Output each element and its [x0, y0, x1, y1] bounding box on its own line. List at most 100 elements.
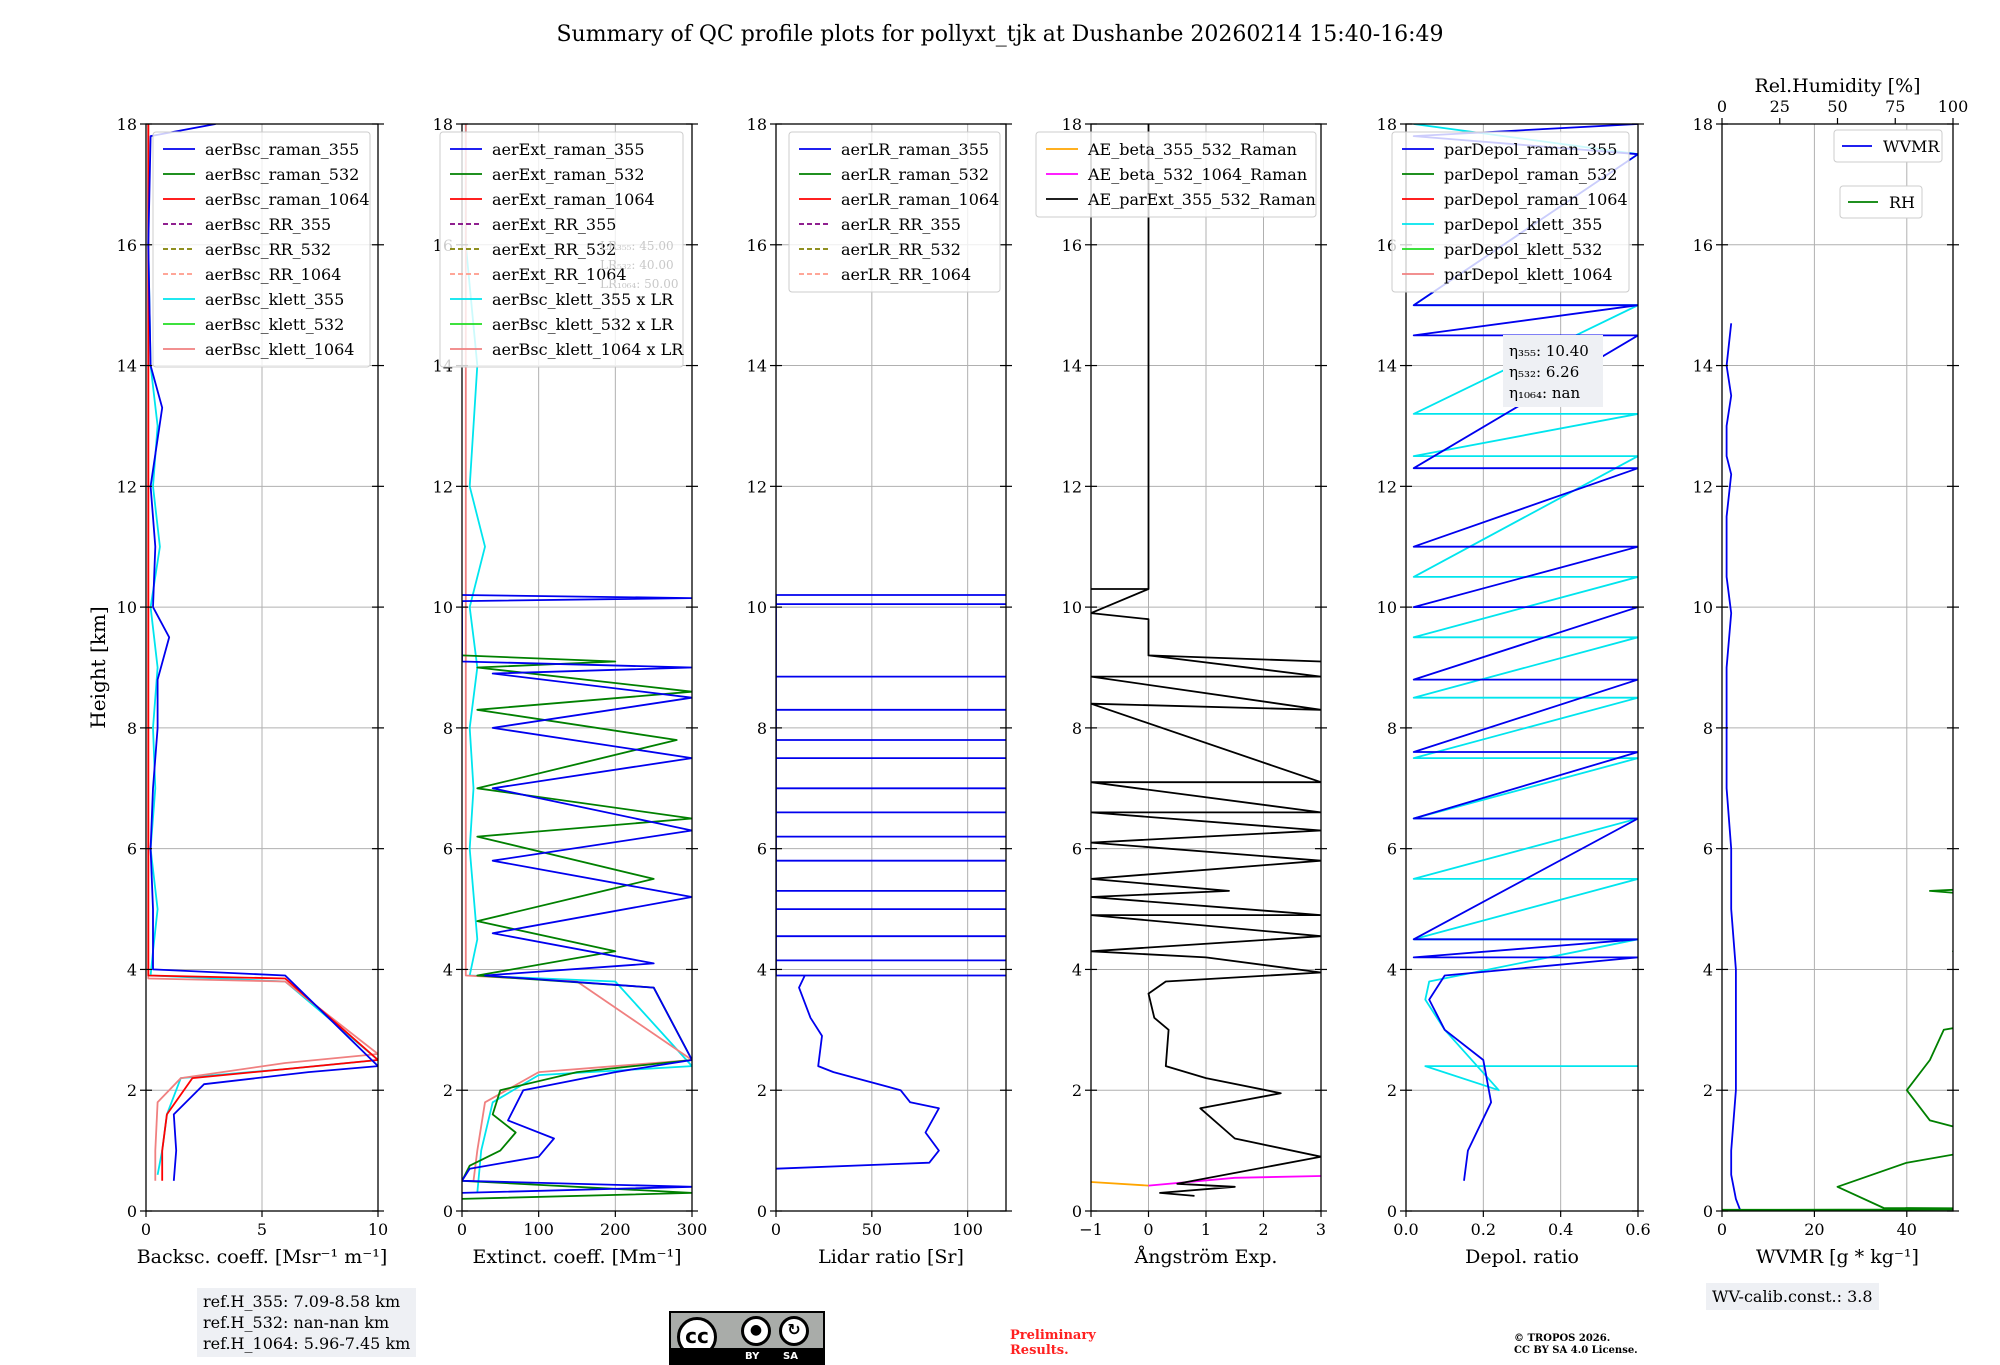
y-tick-label: 10 — [1377, 598, 1397, 617]
y-tick-label: 14 — [1377, 357, 1397, 376]
preliminary-line-1: Preliminary — [1010, 1328, 1096, 1343]
legend-entry: aerExt_raman_1064 — [492, 190, 655, 209]
legend-entry: aerBsc_klett_355 x LR — [492, 290, 674, 309]
y-axis-label: Height [km] — [86, 606, 110, 728]
y-tick-label: 4 — [1072, 960, 1082, 979]
legend-entry: aerBsc_klett_532 — [205, 315, 344, 334]
series-line-AE_beta_355_532_Raman — [1091, 1181, 1149, 1187]
series-line-aerExt_raman_532 — [462, 654, 692, 1200]
legend-entry-rh: RH — [1889, 193, 1915, 212]
panel-bsc: 0 5 10 0 2 4 6 8 10 12 14 16 18 Backsc. coeff. [Msr⁻¹… — [86, 115, 388, 1268]
legend-entry: AE_beta_532_1064_Raman — [1087, 165, 1307, 184]
x-axis-label: Lidar ratio [Sr] — [818, 1246, 964, 1268]
legend-entry-wvmr: WVMR — [1883, 137, 1940, 156]
cc-license-strip — [671, 1348, 823, 1363]
x-axis-label: Backsc. coeff. [Msr⁻¹ m⁻¹] — [137, 1246, 388, 1268]
cc-sa-label: SA — [783, 1351, 798, 1362]
series-line-aerBsc_raman_1064 — [147, 124, 378, 1181]
x-tick-label: 40 — [1897, 1220, 1917, 1239]
x-axis-label: Extinct. coeff. [Mm⁻¹] — [472, 1246, 681, 1268]
y-tick-label: 6 — [127, 840, 137, 859]
preliminary-line-2: Results. — [1010, 1343, 1069, 1358]
y-tick-label: 10 — [747, 598, 767, 617]
y-tick-label: 6 — [443, 840, 453, 859]
panel-wv: 0 20 40 0 2 4 6 8 10 12 14 16 18 WVMR [g * kg⁻¹] 0 25 50… — [1693, 75, 1969, 1268]
cc-license-badge: cc ● ↻ BY SA — [669, 1311, 825, 1365]
series-line-aerExt_raman_355 — [462, 594, 692, 1194]
top-x-tick-label: 75 — [1885, 97, 1905, 116]
eta-value: η₃₅₅: 10.40 — [1509, 342, 1589, 360]
series-line-parDepol_raman_355 — [1412, 124, 1638, 1181]
top-x-tick-label: 0 — [1717, 97, 1727, 116]
y-tick-label: 12 — [117, 477, 137, 496]
top-x-axis-label: Rel.Humidity [%] — [1754, 75, 1920, 97]
x-tick-label: 10 — [368, 1220, 388, 1239]
cc-by-label: BY — [745, 1351, 760, 1362]
top-x-tick-label: 25 — [1770, 97, 1790, 116]
y-tick-label: 8 — [1703, 719, 1713, 738]
legend-entry: aerLR_raman_532 — [841, 165, 989, 184]
top-x-tick-label: 50 — [1827, 97, 1847, 116]
y-tick-label: 4 — [757, 960, 767, 979]
figure-title: Summary of QC profile plots for pollyxt_… — [556, 22, 1444, 47]
y-tick-label: 8 — [757, 719, 767, 738]
series-line-aerLR_raman_355 — [776, 594, 1006, 1170]
y-tick-label: 14 — [1693, 357, 1713, 376]
legend-box-wvmr — [1833, 129, 1943, 163]
y-tick-label: 14 — [117, 357, 137, 376]
x-axis-label: Depol. ratio — [1465, 1246, 1579, 1268]
x-tick-label: 0 — [457, 1220, 467, 1239]
series-line-aerBsc_klett_355 x LR — [464, 124, 692, 1193]
series-line-AE_beta_532_1064_Raman — [1148, 1175, 1321, 1187]
legend-entry: aerLR_RR_1064 — [841, 265, 971, 284]
legend-entry: aerLR_RR_532 — [841, 240, 961, 259]
x-tick-label: −1 — [1079, 1220, 1103, 1239]
wv-calibration-box: WV-calib.const.: 3.8 — [1706, 1283, 1879, 1310]
legend-entry: aerBsc_RR_1064 — [205, 265, 341, 284]
legend-entry: parDepol_raman_532 — [1444, 165, 1617, 184]
legend-entry: parDepol_raman_355 — [1444, 140, 1617, 159]
y-tick-label: 2 — [443, 1081, 453, 1100]
legend-entry: aerExt_RR_355 — [492, 215, 616, 234]
y-tick-label: 16 — [747, 236, 767, 255]
legend-box — [1391, 131, 1630, 293]
copyright-line-1: © TROPOS 2026. — [1514, 1333, 1611, 1344]
x-axis-label: WVMR [g * kg⁻¹] — [1756, 1246, 1919, 1268]
lidar-ratio-note: LR₅₃₂: 40.00 — [600, 258, 674, 272]
legend-entry: AE_beta_355_532_Raman — [1087, 140, 1297, 159]
wv-calib-constant: WV-calib.const.: 3.8 — [1712, 1287, 1873, 1306]
y-tick-label: 16 — [1062, 236, 1082, 255]
lidar-ratio-note: LR₁₀₆₄: 50.00 — [600, 277, 678, 291]
x-tick-label: 1 — [1201, 1220, 1211, 1239]
legend-entry: aerLR_RR_355 — [841, 215, 961, 234]
legend-box — [1035, 131, 1317, 218]
y-tick-label: 2 — [757, 1081, 767, 1100]
y-tick-label: 4 — [1387, 960, 1397, 979]
x-tick-label: 0.4 — [1548, 1220, 1573, 1239]
attribution-person-icon: ● — [741, 1316, 771, 1346]
legend-entry: aerExt_RR_1064 — [492, 265, 627, 284]
series-line-RH — [1722, 888, 1953, 1211]
legend-box — [152, 131, 371, 368]
x-tick-label: 100 — [523, 1220, 554, 1239]
axes-frame — [775, 123, 1007, 1212]
top-x-tick-label: 100 — [1938, 97, 1969, 116]
eta-value: η₅₃₂: 6.26 — [1509, 363, 1579, 381]
y-tick-label: 18 — [1062, 115, 1082, 134]
copyright-line-2: CC BY SA 4.0 License. — [1514, 1345, 1638, 1356]
legend-entry: aerBsc_raman_355 — [205, 140, 359, 159]
y-tick-label: 2 — [1387, 1081, 1397, 1100]
y-tick-label: 0 — [1703, 1202, 1713, 1221]
y-tick-label: 12 — [747, 477, 767, 496]
x-tick-label: 20 — [1804, 1220, 1824, 1239]
y-tick-label: 2 — [1703, 1081, 1713, 1100]
legend-entry: aerBsc_klett_1064 x LR — [492, 340, 684, 359]
legend-box — [439, 131, 684, 368]
legend-entry: parDepol_klett_355 — [1444, 215, 1602, 234]
legend-entry: aerLR_raman_1064 — [841, 190, 999, 209]
x-tick-label: 200 — [600, 1220, 631, 1239]
x-axis-label: Ångström Exp. — [1134, 1246, 1278, 1268]
